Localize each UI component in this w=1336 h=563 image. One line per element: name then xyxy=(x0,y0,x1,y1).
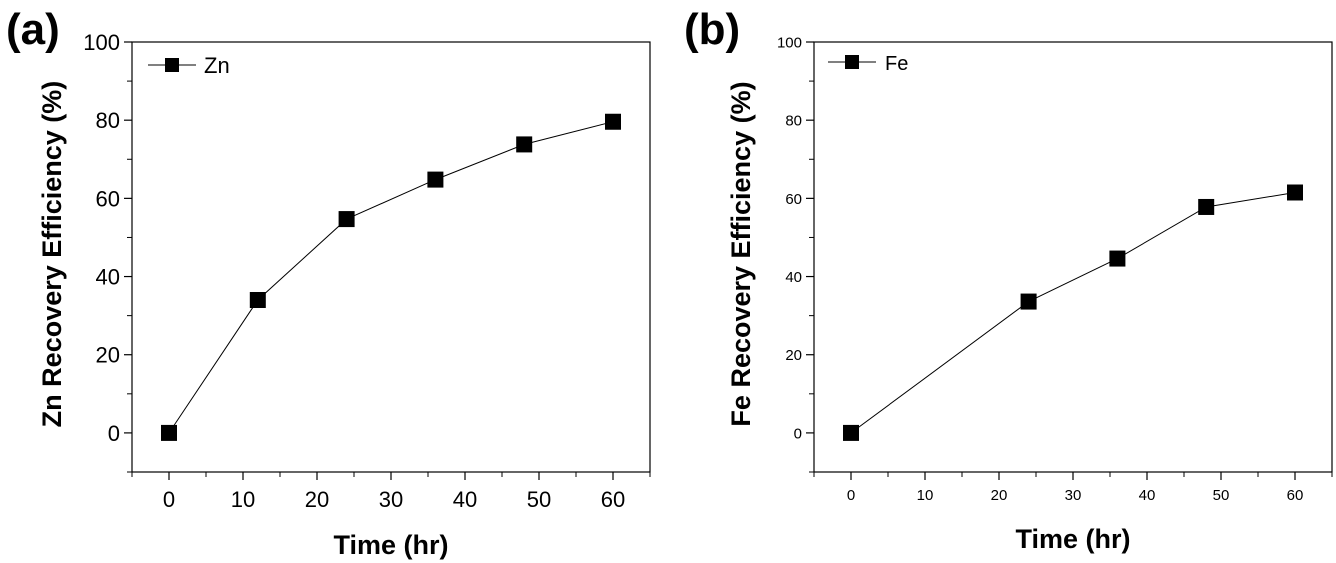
y-axis-title-a: Zn Recovery Efficiency (%) xyxy=(37,81,67,428)
x-tick-label: 20 xyxy=(305,487,329,512)
legend-b: Fe xyxy=(828,53,908,75)
data-point-zn xyxy=(427,171,444,188)
series-fe xyxy=(843,184,1303,441)
y-tick-label: 60 xyxy=(785,191,802,208)
x-axis-ticks-a: 0 10 20 30 40 50 60 xyxy=(131,472,651,512)
y-tick-label: 0 xyxy=(108,421,120,446)
plot-frame-b xyxy=(813,41,1333,473)
data-point-fe xyxy=(1020,293,1037,310)
y-axis-ticks-a: 0 20 40 60 80 100 xyxy=(83,30,132,473)
y-axis-title-b: Fe Recovery Efficiency (%) xyxy=(726,81,756,426)
data-point-fe xyxy=(843,424,859,441)
y-tick-label: 100 xyxy=(777,34,802,51)
x-tick-label: 60 xyxy=(601,487,625,512)
data-point-zn xyxy=(605,113,621,130)
y-tick-label: 0 xyxy=(794,425,802,442)
x-tick-label: 10 xyxy=(917,487,934,504)
y-tick-label: 20 xyxy=(96,343,120,368)
x-axis-title-a: Time (hr) xyxy=(333,530,448,560)
legend-label-fe: Fe xyxy=(885,53,908,75)
y-axis-ticks-b: 0 20 40 60 80 100 xyxy=(777,34,814,473)
chart-panel-a: (a) 0 10 20 30 40 50 60 0 20 40 60 80 100 Zn Time (… xyxy=(6,5,651,560)
series-zn xyxy=(161,113,621,441)
y-tick-label: 20 xyxy=(785,347,802,364)
x-tick-label: 0 xyxy=(163,487,175,512)
data-point-zn xyxy=(249,292,266,308)
y-tick-label: 80 xyxy=(96,108,120,133)
x-axis-ticks-b: 0 10 20 30 40 50 60 xyxy=(813,472,1333,504)
x-tick-label: 30 xyxy=(1065,487,1082,504)
panel-label-b: (b) xyxy=(684,5,740,54)
series-line-fe xyxy=(850,192,1296,434)
y-tick-label: 100 xyxy=(83,30,120,55)
x-tick-label: 40 xyxy=(1139,487,1156,504)
x-tick-label: 30 xyxy=(379,487,403,512)
x-tick-label: 60 xyxy=(1287,487,1304,504)
data-point-zn xyxy=(516,136,533,153)
x-tick-label: 40 xyxy=(453,487,477,512)
x-tick-label: 50 xyxy=(1213,487,1230,504)
data-point-fe xyxy=(1109,250,1126,267)
x-axis-title-b: Time (hr) xyxy=(1015,524,1130,554)
y-tick-label: 60 xyxy=(96,186,120,211)
x-tick-label: 0 xyxy=(847,487,855,504)
legend-marker-zn xyxy=(165,58,179,72)
panel-label-a: (a) xyxy=(6,5,60,54)
chart-panel-b: (b) 0 10 20 30 40 50 60 0 20 40 60 80 100 Fe Time (… xyxy=(684,5,1333,554)
legend-marker-fe xyxy=(845,55,859,69)
y-tick-label: 80 xyxy=(785,113,802,130)
series-line-zn xyxy=(168,121,614,434)
y-tick-label: 40 xyxy=(96,264,120,289)
plot-frame-a xyxy=(131,41,651,473)
data-point-fe xyxy=(1198,198,1215,215)
data-point-fe xyxy=(1287,184,1303,201)
x-tick-label: 10 xyxy=(231,487,255,512)
data-point-zn xyxy=(161,424,177,441)
y-tick-label: 40 xyxy=(785,269,802,286)
legend-a: Zn xyxy=(148,53,230,78)
x-tick-label: 20 xyxy=(991,487,1008,504)
legend-label-zn: Zn xyxy=(204,53,230,78)
data-point-zn xyxy=(338,211,355,228)
x-tick-label: 50 xyxy=(527,487,551,512)
